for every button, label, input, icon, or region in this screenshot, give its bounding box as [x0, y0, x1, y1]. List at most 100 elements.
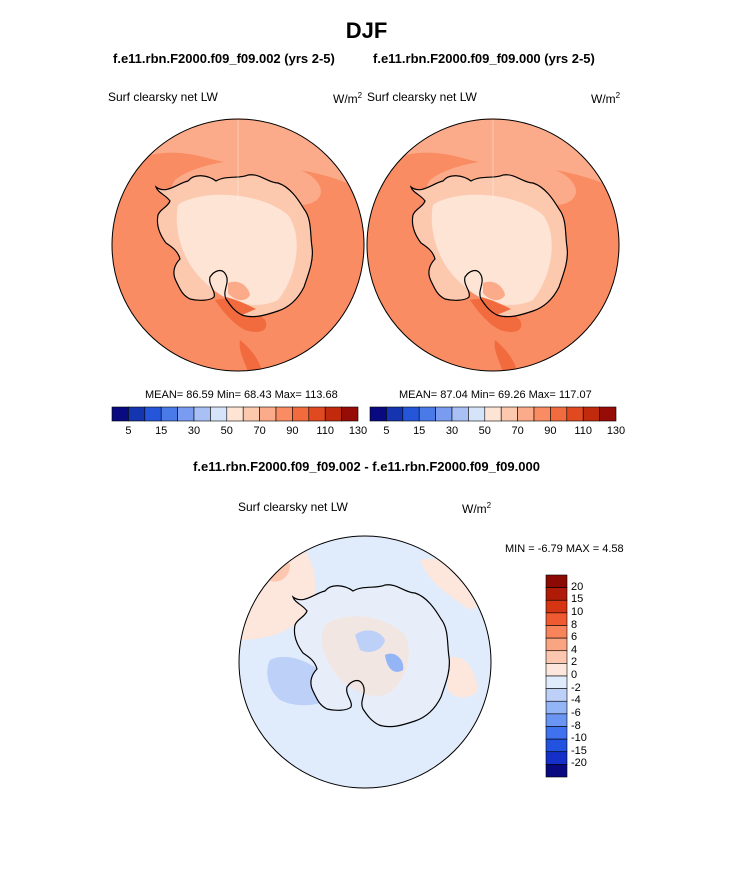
colorbar-2-tick-label: 50	[478, 425, 491, 437]
diff-units: W/m2	[462, 501, 492, 516]
diff-variable-label: Surf clearsky net LW	[238, 500, 348, 514]
panel-2-variable-label: Surf clearsky net LW	[367, 90, 477, 104]
colorbar-2-tick-label: 70	[511, 425, 524, 437]
colorbar-2-tick-label: 30	[445, 425, 459, 437]
colorbar-2-swatch	[517, 406, 535, 422]
colorbar-2-swatch	[484, 406, 502, 422]
colorbar-diff-tick-label: -6	[571, 706, 581, 719]
colorbar-2-swatch	[435, 406, 453, 422]
panel-1-variable-label: Surf clearsky net LW	[108, 90, 218, 104]
colorbar-1-swatch	[210, 406, 228, 422]
colorbar-diff-tick-label: -15	[571, 744, 587, 757]
colorbar-diff-swatch	[545, 599, 568, 614]
colorbar-diff-swatch	[545, 574, 568, 588]
colorbar-1-swatch	[308, 406, 326, 422]
colorbar-diff-swatch	[545, 764, 568, 778]
colorbar-diff-swatch	[545, 625, 568, 639]
colorbar-2-swatch	[418, 406, 436, 422]
colorbar-panel-2	[369, 406, 617, 422]
panel-1-stats: MEAN= 86.59 Min= 68.43 Max= 113.68	[145, 389, 338, 401]
colorbar-1-swatch	[324, 406, 342, 422]
colorbar-2-swatch	[566, 406, 584, 422]
colorbar-2-swatch	[533, 406, 551, 422]
colorbar-1-tick-label: 15	[155, 425, 168, 437]
diff-title: f.e11.rbn.F2000.f09_f09.002 - f.e11.rbn.…	[193, 459, 540, 474]
colorbar-diff-swatch	[545, 713, 568, 727]
panel-2-case-title: f.e11.rbn.F2000.f09_f09.000 (yrs 2-5)	[373, 51, 595, 66]
colorbar-diff-tick-label: 0	[571, 669, 578, 681]
colorbar-diff-swatch	[545, 650, 568, 664]
colorbar-diff-swatch	[545, 738, 568, 753]
colorbar-1-swatch	[193, 406, 211, 422]
colorbar-2-swatch	[386, 406, 404, 422]
colorbar-diff-tick-label: -20	[571, 757, 587, 770]
colorbar-1-swatch	[160, 406, 178, 422]
panel-1-map-border	[111, 118, 365, 372]
diff-map-border	[238, 535, 492, 789]
colorbar-1-tick-label: 110	[316, 425, 334, 437]
colorbar-2-tick-label: 110	[574, 425, 592, 437]
colorbar-1-swatch	[292, 406, 310, 422]
colorbar-diff-swatch	[545, 587, 568, 601]
colorbar-diff-swatch	[545, 700, 568, 715]
colorbar-2-tick-label: 90	[544, 425, 557, 437]
colorbar-2-swatch	[550, 406, 568, 422]
panel-1-units: W/m2	[333, 91, 363, 106]
colorbar-diff-tick-label: 8	[571, 618, 578, 631]
colorbar-1-swatch	[341, 406, 359, 422]
colorbar-1-swatch	[275, 406, 293, 422]
colorbar-1-swatch	[144, 406, 162, 422]
colorbar-1-swatch	[111, 406, 129, 422]
panel-2-units: W/m2	[591, 91, 621, 106]
colorbar-1-tick-label: 30	[187, 425, 201, 437]
colorbar-1-swatch	[226, 406, 244, 422]
colorbar-2-tick-label: 5	[383, 425, 390, 437]
colorbar-diff-tick-label: -10	[571, 732, 587, 745]
colorbar-diff-swatch	[545, 612, 568, 626]
colorbar-diff	[545, 574, 568, 778]
colorbar-1-swatch	[177, 406, 195, 422]
colorbar-diff-tick-label: 2	[571, 656, 578, 669]
panel-2-map-border	[366, 118, 620, 372]
colorbar-1-tick-label: 90	[286, 425, 299, 437]
colorbar-2-swatch	[451, 406, 469, 422]
colorbar-diff-tick-label: 6	[571, 631, 578, 644]
colorbar-2-swatch	[500, 406, 518, 422]
colorbar-diff-tick-label: -4	[571, 694, 581, 707]
colorbar-1-tick-label: 5	[125, 425, 132, 437]
colorbar-diff-tick-label: -8	[571, 719, 581, 732]
colorbar-diff-tick-label: -2	[571, 681, 581, 694]
colorbar-diff-tick-label: 15	[571, 593, 584, 606]
diff-minmax: MIN = -6.79 MAX = 4.58	[505, 543, 624, 555]
colorbar-2-tick-label: 130	[606, 425, 626, 437]
colorbar-diff-swatch	[545, 637, 568, 652]
colorbar-diff-tick-label: 4	[571, 643, 578, 656]
colorbar-1-swatch	[128, 406, 146, 422]
colorbar-diff-swatch	[545, 751, 568, 765]
colorbar-1-tick-label: 130	[348, 425, 368, 437]
panel-1-case-title: f.e11.rbn.F2000.f09_f09.002 (yrs 2-5)	[113, 51, 335, 66]
colorbar-2-swatch	[369, 406, 387, 422]
colorbar-diff-swatch	[545, 726, 568, 740]
colorbar-diff-tick-label: 10	[571, 605, 584, 618]
panel-2-map	[367, 119, 619, 371]
diff-map	[239, 536, 491, 788]
colorbar-1-swatch	[242, 406, 260, 422]
page-title: DJF	[345, 18, 388, 43]
colorbar-2-swatch	[599, 406, 617, 422]
colorbar-diff-swatch	[545, 688, 568, 702]
colorbar-1-swatch	[259, 406, 277, 422]
colorbar-diff-swatch	[545, 663, 568, 677]
colorbar-1-tick-label: 50	[220, 425, 233, 437]
colorbar-2-swatch	[468, 406, 486, 422]
colorbar-1-tick-label: 70	[253, 425, 266, 437]
colorbar-diff-tick-label: 20	[571, 580, 584, 593]
panel-1-map	[112, 119, 364, 371]
colorbar-diff-swatch	[545, 675, 568, 689]
colorbar-panel-1	[111, 406, 359, 422]
colorbar-2-tick-label: 15	[413, 425, 426, 437]
colorbar-2-swatch	[582, 406, 600, 422]
colorbar-2-swatch	[402, 406, 420, 422]
panel-2-stats: MEAN= 87.04 Min= 69.26 Max= 117.07	[399, 389, 592, 401]
